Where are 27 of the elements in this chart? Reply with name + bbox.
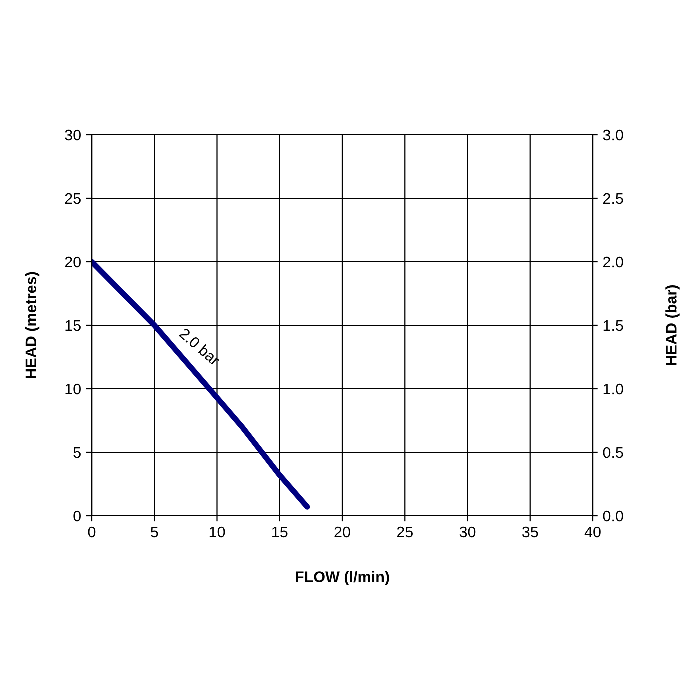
y-tick-label: 10 <box>66 384 81 395</box>
x-tick-label: 40 <box>584 526 601 538</box>
x-tick-label: 20 <box>334 526 350 538</box>
x-tick-label: 0 <box>88 526 96 538</box>
text: 2.0 bar <box>178 328 222 366</box>
x-tick-label: 5 <box>150 526 158 538</box>
y-tick-label: 20 <box>65 256 81 268</box>
y-tick-label: 15 <box>66 320 81 332</box>
x-tick-label: 10 <box>210 526 226 538</box>
x-tick-label: 25 <box>397 526 413 538</box>
y2-tick-label: 3.0 <box>603 130 624 141</box>
y-tick-label: 25 <box>65 193 81 204</box>
y2-axis-title: HEAD (bar) <box>666 286 680 366</box>
y-tick-label: 30 <box>65 130 81 141</box>
y-tick-label: 0 <box>74 510 81 522</box>
y-tick-label: 5 <box>74 448 81 458</box>
y2-tick-label: 2.5 <box>603 193 624 204</box>
x-axis-title: FLOW (l/min) <box>296 571 390 586</box>
y2-tick-label: 0.5 <box>603 447 624 458</box>
y-axis-title: HEAD (metres) <box>25 272 40 378</box>
x-tick-label: 15 <box>272 526 288 538</box>
y2-tick-label: 0.0 <box>603 510 624 522</box>
x-tick-label: 35 <box>522 526 538 538</box>
y2-tick-label: 1.5 <box>604 320 624 332</box>
y2-tick-label: 1.0 <box>604 384 624 395</box>
x-tick-label: 30 <box>460 526 476 538</box>
y2-tick-label: 2.0 <box>603 256 624 268</box>
